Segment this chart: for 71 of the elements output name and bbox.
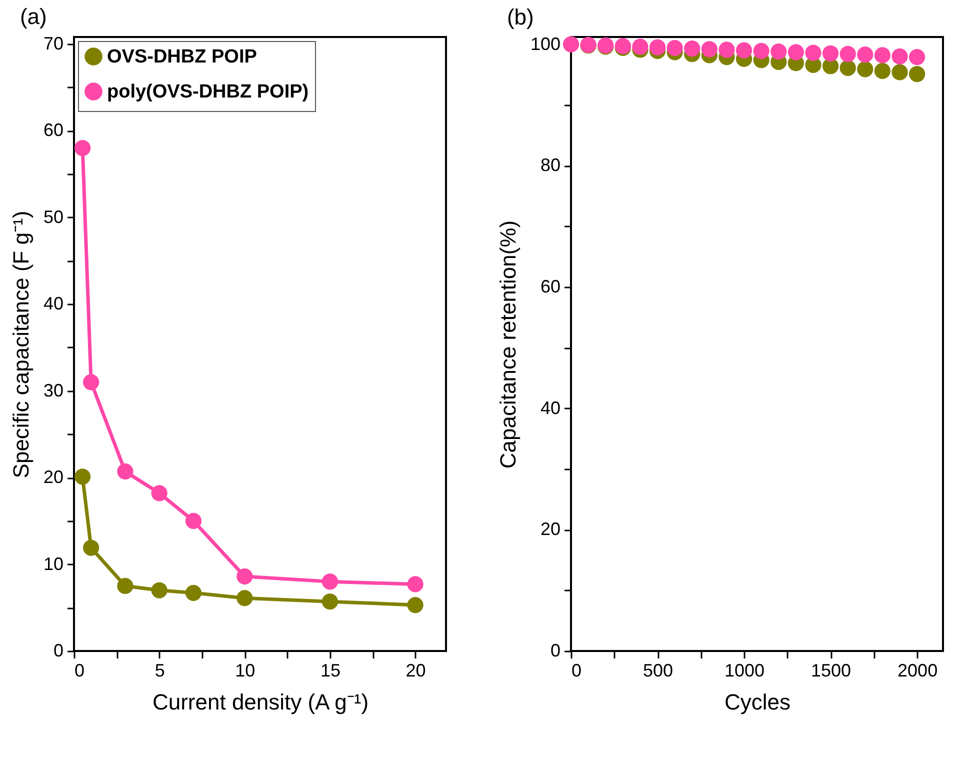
y-tick-label: 0 <box>53 640 64 660</box>
y-tick-label: 70 <box>43 33 64 54</box>
point <box>857 46 874 63</box>
point <box>185 512 202 529</box>
point <box>874 62 891 80</box>
x-tick-label: 1000 <box>724 660 765 680</box>
y-tick-label: 80 <box>540 155 560 176</box>
point <box>892 48 908 64</box>
point <box>908 66 926 82</box>
x-tick-label: 10 <box>235 660 256 680</box>
point <box>753 42 770 59</box>
point <box>236 590 253 606</box>
point <box>666 40 683 56</box>
point <box>236 568 253 584</box>
point <box>736 42 752 58</box>
y-tick-label: 30 <box>43 380 64 400</box>
point <box>632 38 648 55</box>
point <box>701 41 718 58</box>
point <box>407 596 424 614</box>
point <box>185 584 202 601</box>
point <box>83 540 100 556</box>
point <box>74 468 91 485</box>
point <box>83 374 100 390</box>
point <box>117 463 134 480</box>
x-tick-label: 5 <box>154 660 165 680</box>
x-tick-label: 1500 <box>811 660 852 680</box>
y-tick-label: 40 <box>540 398 560 418</box>
x-tick-label: 20 <box>406 660 426 680</box>
y-tick-label: 40 <box>43 294 64 314</box>
x-axis-title: Current density (A g⁻¹) <box>152 690 369 714</box>
point <box>684 40 700 57</box>
y-axis-title: Specific capacitance (F g⁻¹) <box>8 210 34 478</box>
point <box>770 44 787 60</box>
point <box>151 485 168 502</box>
point <box>322 574 338 590</box>
y-tick-label: 0 <box>550 640 560 660</box>
y-tick-label: 20 <box>540 519 560 540</box>
x-tick-label: 0 <box>74 660 85 680</box>
x-axis-title: Cycles <box>724 690 791 714</box>
point <box>322 594 338 610</box>
point <box>840 46 856 62</box>
point <box>805 44 822 61</box>
point <box>840 60 856 76</box>
legend-label: OVS-DHBZ POIP <box>107 46 258 68</box>
point <box>407 576 424 592</box>
point <box>857 61 874 78</box>
point <box>151 582 168 598</box>
point <box>117 578 134 594</box>
y-tick-label: 10 <box>43 554 64 574</box>
chart-title: (b) <box>506 4 534 30</box>
point <box>718 42 735 58</box>
y-tick-label: 50 <box>43 206 64 227</box>
point <box>74 140 91 156</box>
point <box>892 64 908 80</box>
point <box>874 47 891 64</box>
x-tick-label: 15 <box>320 660 340 680</box>
x-tick-label: 500 <box>642 660 674 680</box>
chart-title: (a) <box>20 4 47 29</box>
y-tick-label: 100 <box>530 34 560 54</box>
point <box>908 48 926 66</box>
legend-label: poly(OVS-DHBZ POIP) <box>107 82 309 102</box>
y-tick-label: 60 <box>540 276 560 296</box>
y-tick-label: 20 <box>43 467 64 488</box>
y-axis-title: Capacitance retention(%) <box>495 220 520 469</box>
point <box>822 45 839 62</box>
y-tick-label: 60 <box>43 120 64 140</box>
point <box>562 36 580 52</box>
x-tick-label: 0 <box>572 660 582 680</box>
point <box>649 39 666 56</box>
x-tick-label: 2000 <box>898 660 938 680</box>
point <box>788 44 804 60</box>
